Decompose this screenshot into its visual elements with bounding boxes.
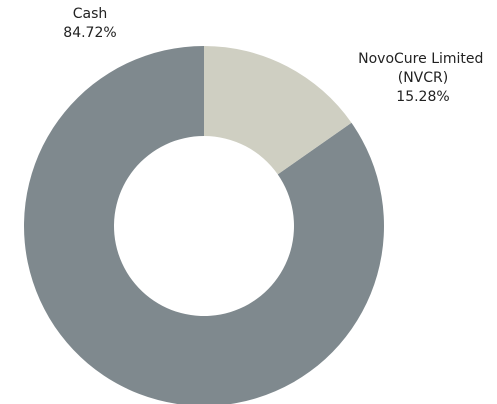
donut-slice xyxy=(204,46,352,175)
slice-label: Cash xyxy=(73,6,108,22)
donut-slice xyxy=(24,46,384,404)
value-label: 84.72% xyxy=(63,25,116,41)
value-label: 15.28% xyxy=(396,89,449,105)
slice-label: NovoCure Limited (NVCR) xyxy=(358,51,488,86)
